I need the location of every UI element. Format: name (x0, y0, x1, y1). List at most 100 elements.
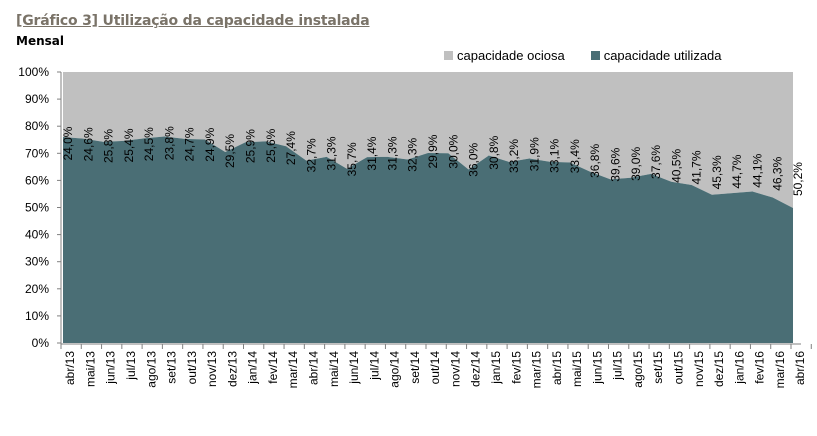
x-tick-label: out/14 (428, 351, 442, 385)
data-label-ociosa: 24,7% (183, 127, 197, 161)
data-label-ociosa: 24,9% (203, 127, 217, 161)
y-tick-label: 100% (18, 65, 49, 79)
legend: capacidade ociosa capacidade utilizada (444, 48, 722, 63)
data-label-ociosa: 32,3% (406, 137, 420, 171)
data-label-ociosa: 24,6% (81, 127, 95, 161)
data-label-ociosa: 44,7% (730, 154, 744, 188)
x-tick-label: abr/13 (63, 351, 77, 385)
legend-swatch-ociosa (444, 51, 453, 60)
data-label-ociosa: 40,5% (669, 149, 683, 183)
x-tick-label: set/14 (408, 351, 422, 384)
data-label-ociosa: 50,2% (791, 162, 805, 196)
x-tick-label: out/15 (671, 351, 685, 385)
data-label-ociosa: 45,3% (710, 155, 724, 189)
legend-label-ociosa: capacidade ociosa (457, 48, 565, 63)
data-label-ociosa: 33,1% (548, 139, 562, 173)
x-tick-label: ago/13 (144, 351, 158, 388)
data-label-ociosa: 33,2% (507, 139, 521, 173)
data-label-ociosa: 25,4% (122, 128, 136, 162)
x-tick-labels: abr/13 mai/13 jun/13 jul/13 ago/13 set/13 out/… (63, 351, 807, 389)
x-tick-label: jun/15 (590, 351, 604, 385)
x-tick-label: fev/14 (266, 351, 280, 384)
x-tick-label: jan/14 (246, 351, 260, 385)
y-tick-label: 70% (25, 146, 49, 160)
legend-swatch-utilizada (590, 51, 600, 60)
data-label-ociosa: 29,9% (426, 134, 440, 168)
x-tick-label: nov/13 (205, 351, 219, 387)
data-label-ociosa: 29,5% (223, 134, 237, 168)
axes (57, 71, 812, 349)
data-label-ociosa: 35,7% (345, 142, 359, 176)
x-tick-label: abr/15 (550, 351, 564, 385)
data-label-ociosa: 25,9% (244, 129, 258, 163)
data-label-ociosa: 24,0% (61, 126, 75, 160)
x-tick-label: mar/15 (530, 351, 544, 389)
x-tick-label: jul/15 (611, 351, 625, 381)
x-tick-label: jun/13 (104, 351, 118, 385)
x-tick-label: jan/16 (732, 351, 746, 385)
x-tick-label: nov/15 (692, 351, 706, 387)
y-tick-label: 0% (32, 336, 50, 350)
x-tick-label: fev/15 (509, 351, 523, 384)
plot-areas (62, 72, 794, 343)
y-tick-label: 40% (25, 228, 49, 242)
area-capacidade-ociosa (63, 72, 793, 209)
y-tick-label: 10% (25, 309, 49, 323)
data-label-ociosa: 46,3% (771, 156, 785, 190)
x-tick-label: set/15 (651, 351, 665, 384)
data-label-ociosa: 27,4% (284, 131, 298, 165)
data-label-ociosa: 23,8% (162, 126, 176, 160)
x-tick-label: mar/14 (286, 351, 300, 389)
x-tick-label: jan/15 (489, 351, 503, 385)
y-tick-label: 50% (25, 201, 49, 215)
x-tick-label: dez/15 (712, 351, 726, 387)
y-tick-label: 30% (25, 255, 49, 269)
y-tick-label: 20% (25, 282, 49, 296)
legend-item-ociosa: capacidade ociosa (444, 48, 565, 63)
chart-title: [Gráfico 3] Utilização da capacidade ins… (16, 13, 370, 29)
y-tick-label: 90% (25, 92, 49, 106)
x-tick-label: mai/13 (83, 351, 97, 387)
x-tick-label: fev/16 (753, 351, 767, 384)
data-label-ociosa: 41,7% (690, 150, 704, 184)
y-tick-label: 60% (25, 173, 49, 187)
data-label-ociosa: 39,0% (629, 147, 643, 181)
data-label-ociosa: 31,3% (325, 136, 339, 170)
legend-item-utilizada: capacidade utilizada (590, 48, 722, 63)
x-tick-label: dez/13 (225, 351, 239, 387)
x-tick-label: abr/14 (306, 351, 320, 385)
x-tick-label: out/13 (185, 351, 199, 385)
x-tick-label: ago/14 (388, 351, 402, 388)
x-tick-label: jul/13 (124, 351, 138, 381)
x-tick-label: dez/14 (469, 351, 483, 387)
data-label-ociosa: 30,0% (446, 134, 460, 168)
data-label-ociosa: 24,5% (142, 127, 156, 161)
data-labels: 24,0% 24,6% 25,8% 25,4% 24,5% 23,8% 24,7% 24,9%… (61, 126, 805, 196)
x-tick-label: jun/14 (347, 351, 361, 385)
y-tick-labels: 0% 10% 20% 30% 40% 50% 60% 70% 80% 90% 100% (18, 65, 49, 350)
data-label-ociosa: 25,8% (102, 129, 116, 163)
x-tick-label: abr/16 (793, 351, 807, 385)
x-tick-label: mar/16 (773, 351, 787, 389)
x-tick-label: set/13 (165, 351, 179, 384)
x-tick-label: nov/14 (448, 351, 462, 387)
data-label-ociosa: 36,8% (588, 144, 602, 178)
x-tick-label: ago/15 (631, 351, 645, 388)
chart-subtitle: Mensal (16, 34, 64, 48)
x-tick-label: mai/14 (327, 351, 341, 387)
data-label-ociosa: 30,8% (487, 135, 501, 169)
legend-label-utilizada: capacidade utilizada (603, 48, 722, 63)
y-tick-label: 80% (25, 119, 49, 133)
data-label-ociosa: 31,4% (365, 136, 379, 170)
data-label-ociosa: 37,6% (649, 145, 663, 179)
data-label-ociosa: 32,7% (304, 138, 318, 172)
area-capacidade-utilizada (63, 136, 793, 343)
x-tick-label: mai/15 (570, 351, 584, 387)
data-label-ociosa: 44,1% (750, 153, 764, 187)
data-label-ociosa: 25,6% (264, 128, 278, 162)
x-tick-label: jul/14 (367, 351, 381, 381)
data-label-ociosa: 31,9% (527, 137, 541, 171)
data-label-ociosa: 36,0% (467, 142, 481, 176)
data-label-ociosa: 31,3% (385, 136, 399, 170)
